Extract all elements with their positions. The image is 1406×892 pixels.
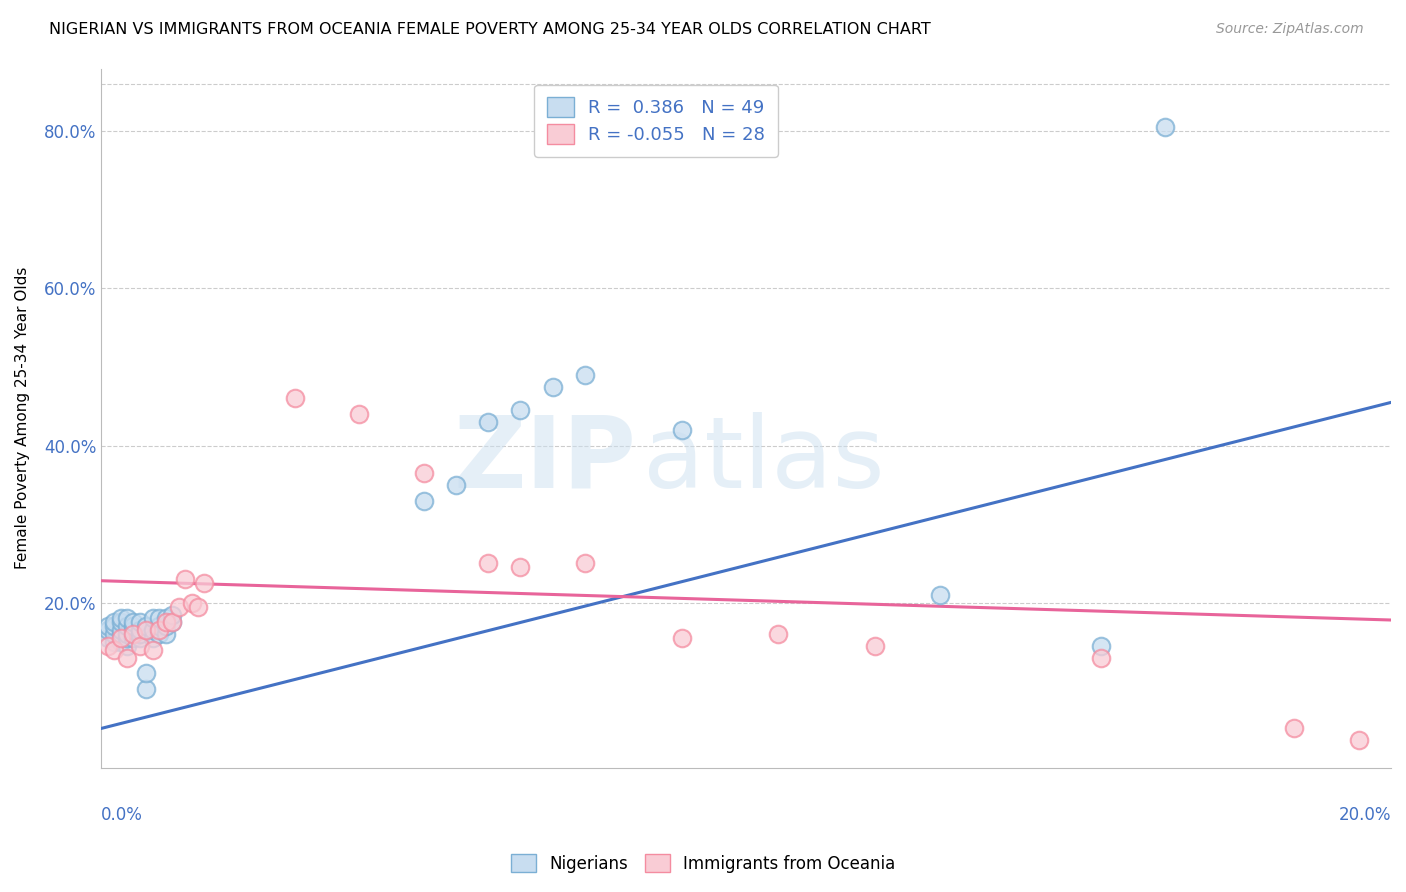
Point <box>135 666 157 681</box>
Point <box>110 635 132 649</box>
Point <box>160 615 183 630</box>
Point <box>148 624 170 638</box>
Point <box>1090 639 1112 653</box>
Y-axis label: Female Poverty Among 25-34 Year Olds: Female Poverty Among 25-34 Year Olds <box>15 267 30 569</box>
Point <box>142 643 165 657</box>
Point <box>110 631 132 645</box>
Point <box>97 619 120 633</box>
Point <box>142 624 165 638</box>
Point <box>129 624 152 638</box>
Point <box>110 611 132 625</box>
Point <box>115 650 138 665</box>
Point <box>122 631 145 645</box>
Point <box>155 611 177 625</box>
Point <box>142 631 165 645</box>
Point <box>284 392 307 406</box>
Text: 0.0%: 0.0% <box>101 806 143 824</box>
Point <box>129 627 152 641</box>
Point <box>180 596 202 610</box>
Point <box>103 627 125 641</box>
Text: Source: ZipAtlas.com: Source: ZipAtlas.com <box>1216 22 1364 37</box>
Point <box>103 619 125 633</box>
Point <box>103 643 125 657</box>
Point <box>129 631 152 645</box>
Point <box>142 611 165 625</box>
Point <box>671 631 693 645</box>
Point <box>574 368 596 382</box>
Point <box>97 624 120 638</box>
Point <box>97 639 120 653</box>
Point <box>122 627 145 641</box>
Point <box>574 557 596 571</box>
Point <box>115 619 138 633</box>
Point <box>97 631 120 645</box>
Point <box>155 615 177 630</box>
Text: ZIP: ZIP <box>454 411 637 508</box>
Point <box>1090 650 1112 665</box>
Point <box>135 619 157 633</box>
Point <box>122 619 145 633</box>
Point <box>110 615 132 630</box>
Point <box>129 639 152 653</box>
Point <box>115 639 138 653</box>
Point <box>110 624 132 638</box>
Point <box>148 611 170 625</box>
Point <box>160 607 183 622</box>
Point <box>160 615 183 630</box>
Point <box>477 557 499 571</box>
Point <box>1284 722 1306 736</box>
Point <box>863 639 886 653</box>
Point <box>768 627 790 641</box>
Text: 20.0%: 20.0% <box>1339 806 1391 824</box>
Point <box>103 615 125 630</box>
Point <box>115 627 138 641</box>
Point <box>155 627 177 641</box>
Point <box>509 560 531 574</box>
Point <box>477 415 499 429</box>
Point <box>148 627 170 641</box>
Point <box>412 493 434 508</box>
Point <box>541 380 564 394</box>
Point <box>122 615 145 630</box>
Point <box>1347 733 1369 747</box>
Point <box>135 624 157 638</box>
Point <box>115 611 138 625</box>
Legend: Nigerians, Immigrants from Oceania: Nigerians, Immigrants from Oceania <box>505 847 901 880</box>
Point <box>671 423 693 437</box>
Text: atlas: atlas <box>643 411 884 508</box>
Point <box>174 572 197 586</box>
Point <box>135 682 157 697</box>
Point <box>103 635 125 649</box>
Point <box>187 599 209 614</box>
Point <box>148 619 170 633</box>
Legend: R =  0.386   N = 49, R = -0.055   N = 28: R = 0.386 N = 49, R = -0.055 N = 28 <box>534 85 778 157</box>
Point <box>412 466 434 480</box>
Point <box>110 627 132 641</box>
Point <box>115 631 138 645</box>
Point <box>347 407 370 421</box>
Text: NIGERIAN VS IMMIGRANTS FROM OCEANIA FEMALE POVERTY AMONG 25-34 YEAR OLDS CORRELA: NIGERIAN VS IMMIGRANTS FROM OCEANIA FEMA… <box>49 22 931 37</box>
Point <box>193 576 215 591</box>
Point <box>129 615 152 630</box>
Point <box>509 403 531 417</box>
Point <box>444 478 467 492</box>
Point <box>122 624 145 638</box>
Point <box>167 599 190 614</box>
Point <box>155 619 177 633</box>
Point <box>928 588 950 602</box>
Point <box>1154 120 1177 135</box>
